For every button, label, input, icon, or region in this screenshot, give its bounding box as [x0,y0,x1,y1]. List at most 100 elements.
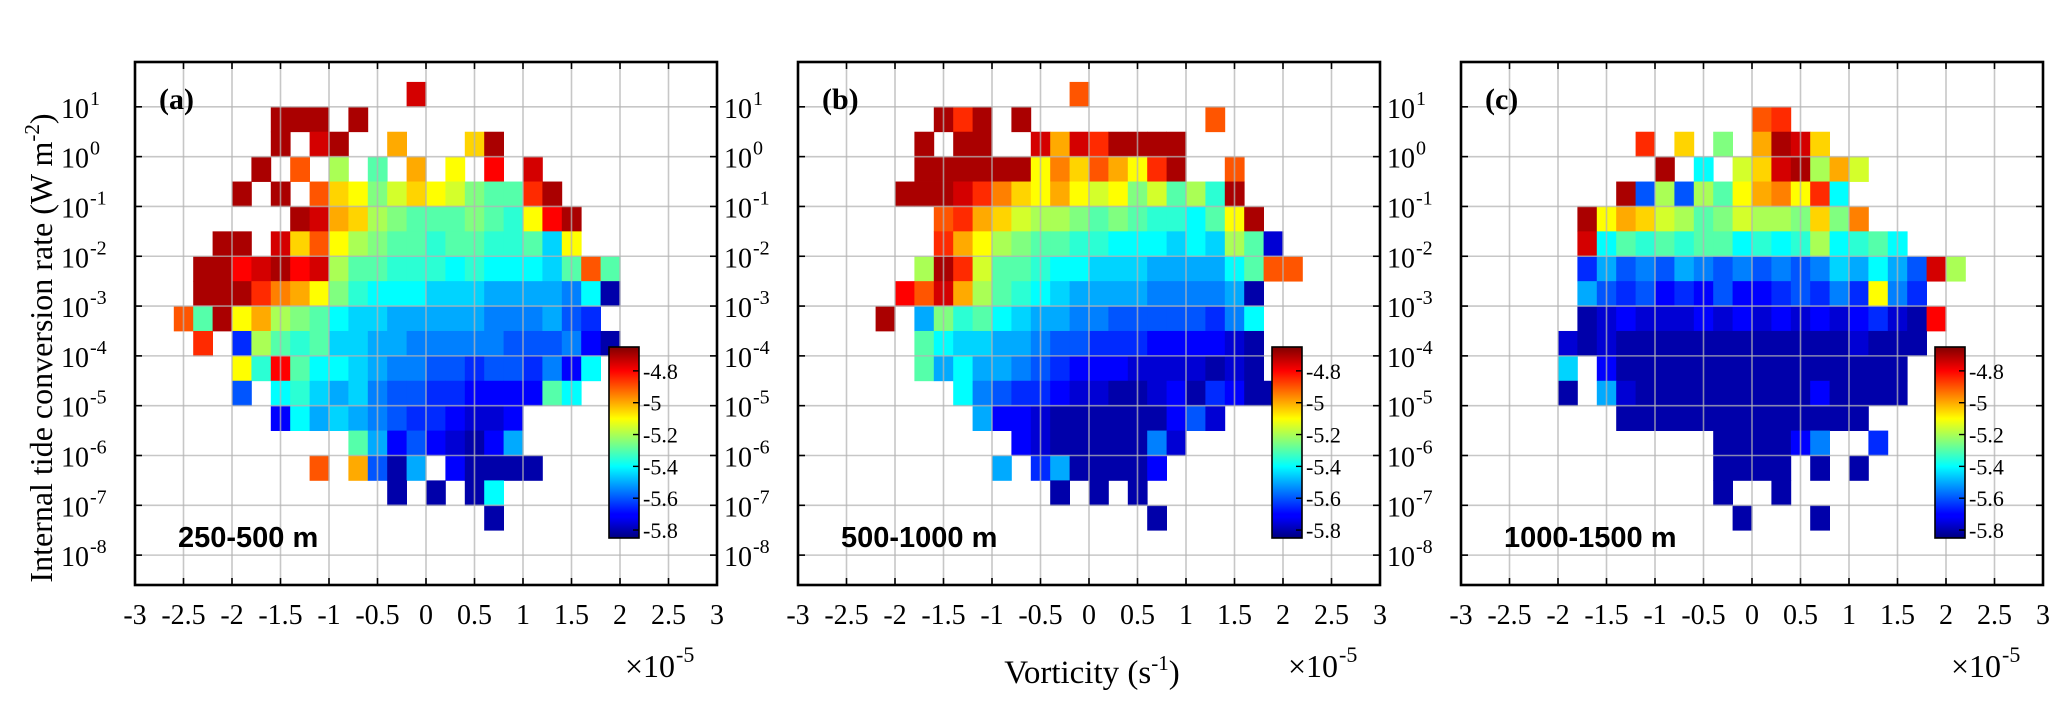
heatmap-cell [1732,206,1753,232]
heatmap-cells [1558,106,1966,531]
heatmap-cell [445,156,466,182]
heatmap-cell [1050,131,1070,158]
y-tick-label: 10 [724,144,752,175]
y-tick-label-exponent: -2 [90,237,107,259]
heatmap-cell [1108,455,1129,481]
x-tick-label: 2.5 [651,600,686,631]
y-tick-label: 10 [61,243,89,274]
heatmap-cell [1732,505,1753,531]
heatmap-cell [503,256,524,282]
panels: -3 -2.5 -2 -1.5 -1 -0.5 0 0.5 1 1.5 2 2.5 310 110 010-… [61,60,2050,684]
heatmap-cell [1868,256,1889,282]
heatmap-cell [1907,306,1927,332]
heatmap-cell [1655,355,1675,382]
heatmap-cell [1771,455,1792,481]
heatmap-cell [600,256,621,282]
heatmap-cell [1069,355,1090,382]
x-tick-label: -3 [1449,600,1472,631]
heatmap-cell [212,231,233,257]
heatmap-cell [1577,281,1598,307]
heatmap-cell [445,455,466,481]
heatmap-cell [523,306,543,332]
heatmap-cell [387,330,407,357]
heatmap-cell [426,231,446,257]
heatmap-cell [1713,405,1733,431]
heatmap-cell [1655,181,1675,207]
heatmap-cell [1147,380,1167,407]
heatmap-cell [542,231,563,257]
heatmap-cell [1050,281,1070,307]
x-axis-label-sup: -1 [1151,651,1169,675]
heatmap-cell [445,231,466,257]
heatmap-cell [212,256,233,282]
heatmap-cell [309,355,330,382]
x-tick-label: -1 [980,600,1003,631]
heatmap-cell [1771,256,1792,282]
heatmap-cell [329,281,349,307]
heatmap-cell [1244,231,1264,257]
heatmap-cell [1166,281,1187,307]
heatmap-cell [1089,156,1109,182]
heatmap-cell [1810,281,1830,307]
heatmap-cell [542,256,563,282]
x-tick-label: -3 [123,600,146,631]
heatmap-cell [972,281,993,307]
heatmap-cell [1186,405,1206,431]
x-tick-label: -1 [1643,600,1666,631]
heatmap-cell [1011,355,1032,382]
heatmap-cell [1069,380,1090,407]
heatmap-cell [1069,256,1090,282]
heatmap-cell [426,306,446,332]
heatmap-cell [1849,256,1869,282]
heatmap-cell [1810,405,1830,431]
heatmap-cell [1558,330,1578,357]
heatmap-cell [387,355,407,382]
heatmap-cell [1147,181,1167,207]
heatmap-cell [309,206,330,232]
heatmap-cell [1635,256,1656,282]
x-tick-label: 1 [516,600,530,631]
heatmap-cell [1089,330,1109,357]
heatmap-cell [1713,131,1733,158]
heatmap-cell [232,281,252,307]
y-tick-label: 10 [61,393,89,424]
heatmap-cell [445,380,466,407]
heatmap-cell [1089,306,1109,332]
heatmap-cell [484,480,504,506]
heatmap-cell [1771,330,1792,357]
heatmap-cell [523,330,543,357]
heatmap-cell [1147,156,1167,182]
heatmap-cell [406,156,427,182]
heatmap-cell [1771,355,1792,382]
heatmap-cell [1752,281,1772,307]
heatmap-cell [542,330,563,357]
heatmap-cell [542,306,563,332]
heatmap-cell [1655,206,1675,232]
heatmap-cell [1089,455,1109,481]
y-tick-label: 10 [724,243,752,274]
y-tick-label-exponent: 1 [90,88,100,110]
heatmap-cell [1069,430,1090,456]
heatmap-cell [387,181,407,207]
x-tick-label: -1.5 [258,600,302,631]
y-tick-label-exponent: 0 [1416,138,1426,160]
heatmap-cell [329,156,349,182]
depth-label: 250-500 m [178,522,318,554]
y-tick-label: 10 [61,94,89,125]
heatmap-cell [484,131,504,158]
y-tick-label-exponent: -1 [753,187,770,209]
heatmap-cell [1011,156,1032,182]
heatmap-cell [1577,330,1598,357]
heatmap-cell [1011,281,1032,307]
colorbar-tick-label: -5.2 [1306,423,1341,448]
heatmap-cell [1011,306,1032,332]
heatmap-cell [1147,306,1167,332]
y-tick-label: 10 [724,393,752,424]
heatmap-cell [445,430,466,456]
heatmap-cell [1577,306,1598,332]
heatmap-cell [914,330,935,357]
colorbar [608,346,640,539]
heatmap-cell [406,281,427,307]
heatmap-cell [1050,306,1070,332]
heatmap-cell [1011,330,1032,357]
